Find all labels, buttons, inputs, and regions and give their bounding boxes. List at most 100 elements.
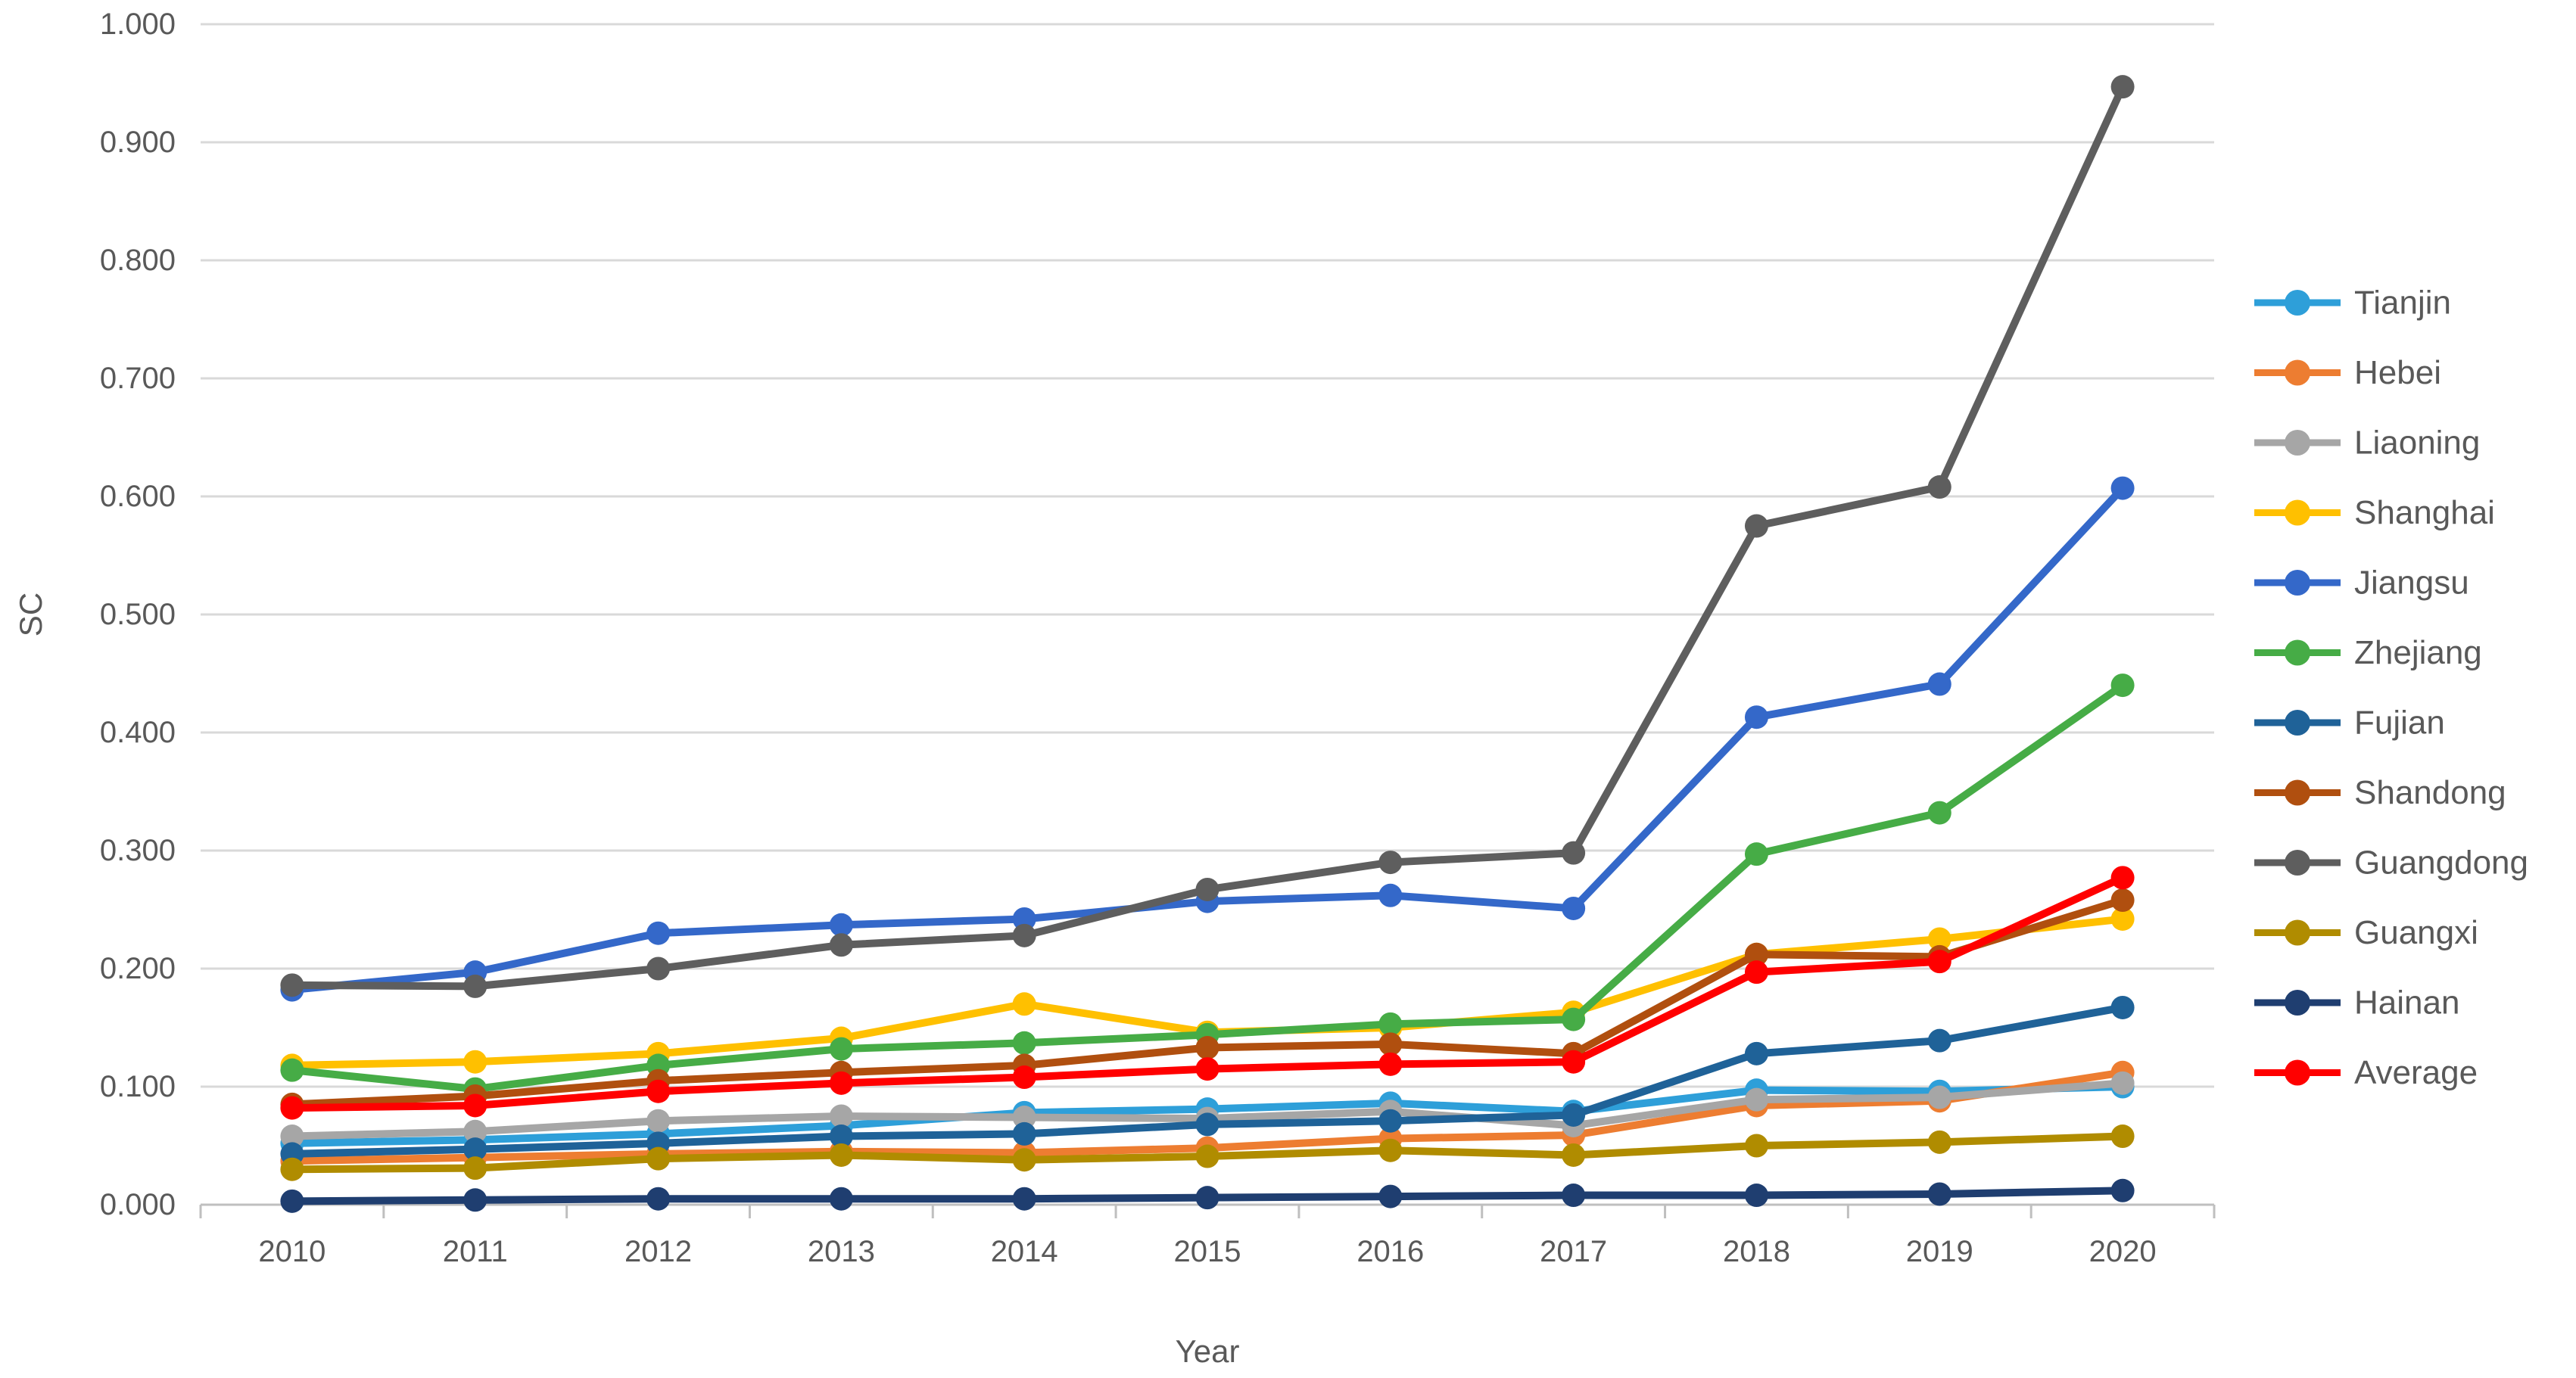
y-axis-title: SC	[13, 593, 48, 636]
data-point-jiangsu-2016	[1378, 883, 1403, 907]
data-point-jiangsu-2014	[1012, 907, 1036, 931]
y-tick-label: 0.800	[100, 244, 176, 277]
y-tick-label: 0.500	[100, 598, 176, 631]
data-point-zhejiang-2020	[2110, 673, 2135, 698]
legend-label-tianjin: Tianjin	[2354, 285, 2451, 322]
legend-marker-dot-guangxi	[2285, 919, 2310, 946]
data-point-guangdong-2019	[1927, 475, 1951, 499]
data-point-shandong-2015	[1195, 1036, 1219, 1060]
data-point-guangdong-2020	[2110, 75, 2135, 99]
data-point-average-2017	[1562, 1050, 1586, 1074]
legend-item-zhejiang: Zhejiang	[2254, 634, 2482, 671]
legend-label-shandong: Shandong	[2354, 774, 2506, 811]
data-point-fujian-2013	[829, 1124, 853, 1149]
data-point-guangdong-2016	[1378, 851, 1403, 875]
x-tick-label: 2010	[258, 1235, 326, 1268]
data-point-liaoning-2013	[829, 1104, 853, 1128]
axes: 0.000 0.100 0.200 0.300 0.400 0.500 0.600 0.700…	[100, 8, 2216, 1268]
data-point-guangdong-2013	[829, 933, 853, 957]
legend: Tianjin Hebei Liaoning Shanghai Jiangsu Zheji…	[2254, 285, 2528, 1091]
legend-label-guangdong: Guangdong	[2354, 845, 2528, 882]
x-tick-label: 2019	[1906, 1235, 1973, 1268]
data-point-liaoning-2019	[1927, 1085, 1951, 1109]
data-point-guangxi-2011	[463, 1156, 487, 1180]
data-point-liaoning-2012	[646, 1109, 671, 1133]
data-point-liaoning-2011	[463, 1119, 487, 1143]
series-lines	[280, 75, 2135, 1213]
data-point-liaoning-2018	[1744, 1087, 1768, 1112]
x-tick-label: 2016	[1357, 1235, 1424, 1268]
gridlines	[201, 23, 2214, 1206]
legend-marker-dot-jiangsu	[2285, 570, 2310, 596]
data-point-hainan-2011	[463, 1188, 487, 1212]
data-point-guangdong-2017	[1562, 841, 1586, 865]
legend-item-liaoning: Liaoning	[2254, 425, 2480, 462]
data-point-guangxi-2014	[1012, 1148, 1036, 1172]
data-point-shandong-2016	[1378, 1032, 1403, 1056]
data-point-jiangsu-2017	[1562, 896, 1586, 920]
data-point-guangdong-2015	[1195, 877, 1219, 901]
data-point-shandong-2018	[1744, 942, 1768, 966]
legend-label-jiangsu: Jiangsu	[2354, 565, 2469, 602]
x-tick-label: 2011	[443, 1235, 508, 1268]
legend-item-shanghai: Shanghai	[2254, 494, 2495, 531]
data-point-fujian-2017	[1562, 1103, 1586, 1127]
legend-marker-dot-average	[2285, 1059, 2310, 1086]
data-point-guangxi-2017	[1562, 1143, 1586, 1167]
data-point-guangxi-2016	[1378, 1138, 1403, 1162]
data-point-hainan-2010	[280, 1189, 304, 1213]
y-tick-label: 0.000	[100, 1188, 176, 1221]
data-point-fujian-2015	[1195, 1112, 1219, 1137]
data-point-guangxi-2013	[829, 1143, 853, 1167]
data-point-guangxi-2010	[280, 1157, 304, 1181]
data-point-fujian-2011	[463, 1137, 487, 1162]
data-point-guangxi-2015	[1195, 1144, 1219, 1168]
data-point-average-2012	[646, 1079, 671, 1103]
data-point-guangxi-2018	[1744, 1134, 1768, 1158]
data-point-average-2011	[463, 1093, 487, 1118]
data-point-average-2016	[1378, 1052, 1403, 1076]
legend-marker-dot-shandong	[2285, 779, 2310, 806]
legend-label-guangxi: Guangxi	[2354, 914, 2478, 951]
data-point-hainan-2020	[2110, 1178, 2135, 1202]
legend-item-jiangsu: Jiangsu	[2254, 565, 2469, 602]
data-point-shanghai-2011	[463, 1050, 487, 1074]
x-axis-title: Year	[1176, 1333, 1240, 1369]
y-tick-label: 0.200	[100, 952, 176, 985]
data-point-average-2010	[280, 1096, 304, 1120]
data-point-jiangsu-2013	[829, 913, 853, 937]
y-tick-label: 0.600	[100, 480, 176, 513]
legend-label-liaoning: Liaoning	[2354, 425, 2480, 462]
y-tick-label: 0.700	[100, 362, 176, 395]
y-tick-label: 0.900	[100, 126, 176, 159]
data-point-jiangsu-2019	[1927, 672, 1951, 696]
data-point-shandong-2020	[2110, 888, 2135, 913]
data-point-average-2018	[1744, 960, 1768, 985]
y-tick-label: 0.100	[100, 1070, 176, 1103]
data-point-zhejiang-2014	[1012, 1031, 1036, 1055]
data-point-hainan-2012	[646, 1187, 671, 1211]
legend-item-hainan: Hainan	[2254, 985, 2459, 1022]
data-point-liaoning-2020	[2110, 1071, 2135, 1095]
legend-label-hainan: Hainan	[2354, 985, 2459, 1022]
x-tick-label: 2012	[625, 1235, 692, 1268]
data-point-average-2019	[1927, 950, 1951, 974]
legend-marker-dot-fujian	[2285, 710, 2310, 736]
data-point-hainan-2013	[829, 1187, 853, 1211]
legend-label-fujian: Fujian	[2354, 705, 2445, 742]
data-point-guangdong-2014	[1012, 923, 1036, 947]
y-tick-label: 1.000	[100, 8, 176, 41]
data-point-hainan-2015	[1195, 1186, 1219, 1210]
y-tick-label: 0.400	[100, 716, 176, 749]
data-point-zhejiang-2010	[280, 1058, 304, 1082]
data-point-zhejiang-2018	[1744, 842, 1768, 866]
data-point-guangxi-2020	[2110, 1124, 2135, 1149]
x-tick-label: 2014	[991, 1235, 1058, 1268]
legend-item-fujian: Fujian	[2254, 705, 2445, 742]
data-point-average-2014	[1012, 1065, 1036, 1090]
legend-label-shanghai: Shanghai	[2354, 494, 2495, 531]
legend-marker-dot-zhejiang	[2285, 639, 2310, 666]
data-point-fujian-2016	[1378, 1109, 1403, 1133]
series-line-jiangsu	[288, 484, 2127, 994]
data-point-average-2020	[2110, 866, 2135, 890]
